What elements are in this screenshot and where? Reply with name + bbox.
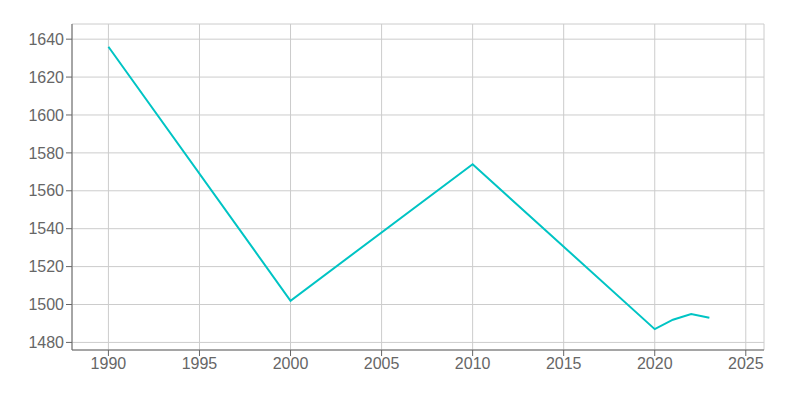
svg-text:2010: 2010 [455, 355, 491, 372]
svg-text:2020: 2020 [637, 355, 673, 372]
svg-text:2000: 2000 [273, 355, 309, 372]
svg-text:1600: 1600 [28, 107, 64, 124]
svg-text:1580: 1580 [28, 145, 64, 162]
svg-text:2015: 2015 [546, 355, 582, 372]
svg-text:1995: 1995 [182, 355, 218, 372]
svg-text:1560: 1560 [28, 182, 64, 199]
svg-text:1620: 1620 [28, 69, 64, 86]
svg-text:1990: 1990 [91, 355, 127, 372]
svg-text:2025: 2025 [728, 355, 764, 372]
svg-text:1640: 1640 [28, 31, 64, 48]
svg-text:1520: 1520 [28, 258, 64, 275]
svg-text:1540: 1540 [28, 220, 64, 237]
svg-text:2005: 2005 [364, 355, 400, 372]
svg-text:1480: 1480 [28, 334, 64, 351]
svg-text:1500: 1500 [28, 296, 64, 313]
